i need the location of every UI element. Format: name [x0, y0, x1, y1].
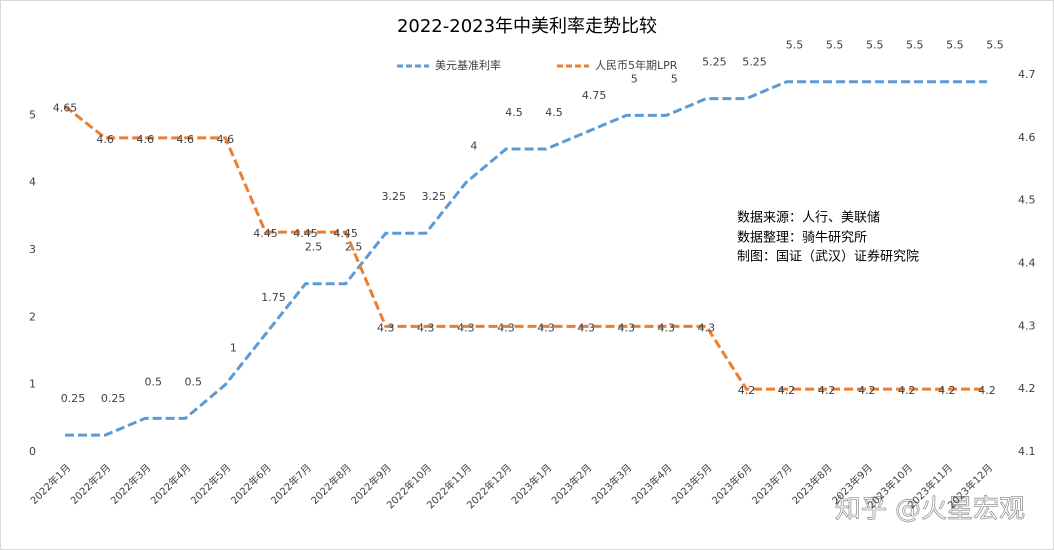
data-label: 4.45 [253, 227, 278, 240]
data-label: 5.5 [906, 39, 924, 52]
y-tick-label: 0 [29, 445, 36, 458]
y2-tick-label: 4.7 [1018, 68, 1036, 81]
series-line [65, 80, 987, 437]
data-label: 4.3 [457, 321, 475, 334]
data-label: 4.45 [293, 227, 318, 240]
data-label: 4.3 [537, 321, 555, 334]
y-tick-label: 1 [29, 378, 36, 391]
legend-label: 美元基准利率 [435, 58, 501, 72]
data-label: 3.25 [381, 190, 406, 203]
y2-tick-label: 4.4 [1018, 257, 1036, 270]
y2-tick-label: 4.6 [1018, 131, 1036, 144]
data-label: 4.5 [505, 106, 523, 119]
data-label: 3.25 [422, 190, 447, 203]
data-label: 1.75 [261, 291, 286, 304]
data-label: 4.2 [778, 384, 796, 397]
data-label: 4.75 [582, 89, 607, 102]
data-label: 0.5 [185, 375, 203, 388]
y2-tick-label: 4.1 [1018, 445, 1036, 458]
y-tick-label: 3 [29, 243, 36, 256]
data-label: 4.3 [577, 321, 595, 334]
series-line [64, 105, 987, 391]
data-label: 1 [230, 342, 237, 355]
data-label: 4.2 [898, 384, 916, 397]
y2-tick-label: 4.5 [1018, 194, 1036, 207]
data-label: 4.3 [377, 321, 395, 334]
data-label: 0.25 [61, 392, 86, 405]
data-label: 4.65 [53, 101, 78, 114]
data-label: 5.5 [866, 39, 884, 52]
data-label: 4.6 [136, 133, 154, 146]
data-label: 4.3 [497, 321, 515, 334]
chart-title: 2022-2023年中美利率走势比较 [397, 16, 657, 37]
annotation: 制图：国证（武汉）证券研究院 [737, 249, 919, 265]
data-label: 5.5 [786, 39, 804, 52]
data-label: 5.5 [946, 39, 964, 52]
annotation: 数据来源：人行、美联储 [737, 211, 880, 226]
annotation: 数据整理：骑牛研究所 [737, 231, 867, 246]
y2-tick-label: 4.2 [1018, 382, 1036, 395]
data-label: 5.25 [742, 56, 767, 69]
data-label: 4.5 [545, 106, 563, 119]
data-label: 4.2 [938, 384, 956, 397]
data-label: 4.2 [978, 384, 996, 397]
data-label: 4.2 [818, 384, 836, 397]
data-label: 4.3 [617, 321, 635, 334]
data-label: 4 [470, 140, 477, 153]
data-label: 4.3 [417, 321, 435, 334]
data-label: 4.6 [177, 133, 195, 146]
data-label: 5.25 [702, 56, 727, 69]
y-tick-label: 5 [29, 108, 36, 121]
data-label: 0.25 [101, 392, 126, 405]
data-label: 5 [631, 72, 638, 85]
data-label: 4.6 [217, 133, 235, 146]
watermark: 知乎 @火星宏观 [835, 495, 1025, 525]
data-label: 5.5 [826, 39, 844, 52]
data-label: 4.3 [698, 321, 716, 334]
data-label: 4.6 [96, 133, 114, 146]
legend-label: 人民币5年期LPR [595, 58, 678, 72]
data-label: 4.3 [658, 321, 676, 334]
data-label: 0.5 [144, 375, 162, 388]
y2-tick-label: 4.3 [1018, 319, 1036, 332]
data-label: 4.2 [738, 384, 756, 397]
data-label: 5 [671, 72, 678, 85]
data-label: 2.5 [305, 241, 323, 254]
y-tick-label: 2 [29, 310, 36, 323]
y-tick-label: 4 [29, 176, 36, 189]
data-label: 4.45 [333, 227, 358, 240]
data-label: 5.5 [986, 39, 1004, 52]
data-label: 4.2 [858, 384, 876, 397]
